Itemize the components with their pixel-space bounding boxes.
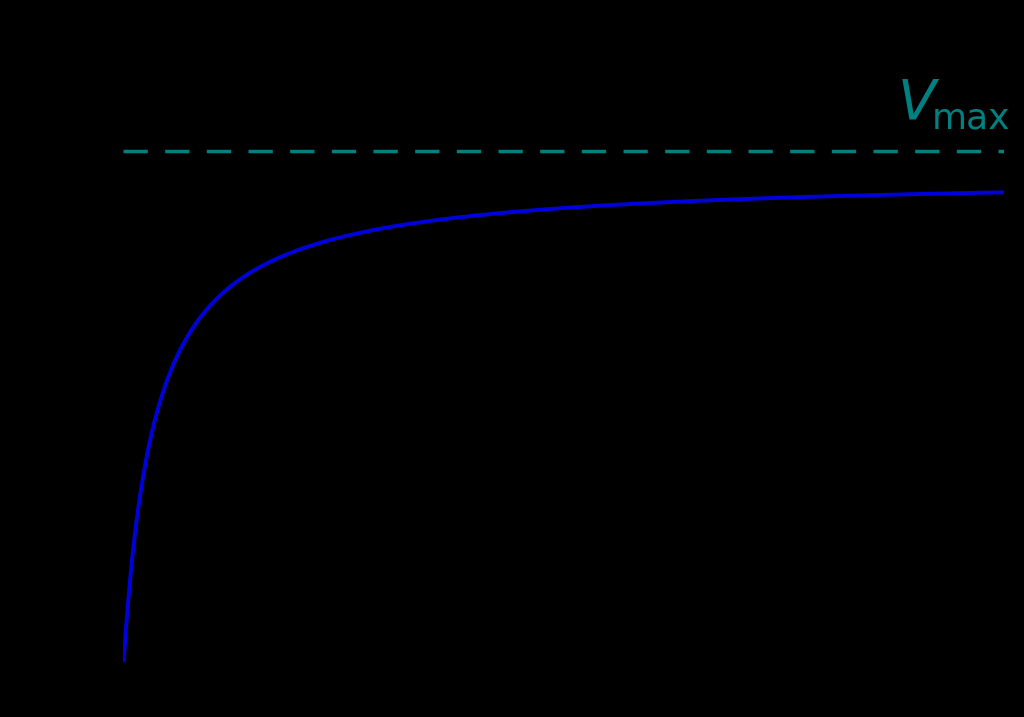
Text: V: V: [898, 76, 936, 129]
Text: max: max: [931, 102, 1010, 136]
